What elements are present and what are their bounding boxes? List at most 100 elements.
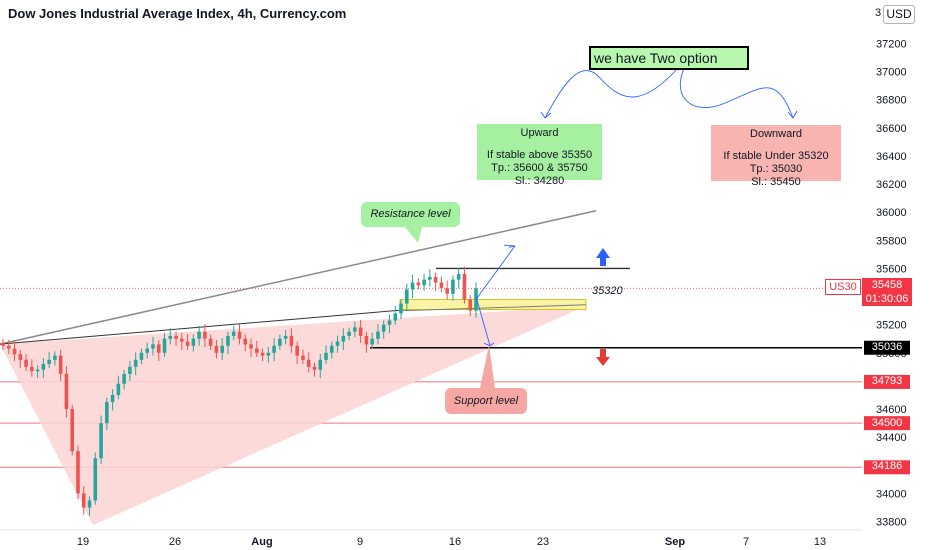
downward-projection-arrowhead bbox=[483, 342, 495, 347]
x-tick-label: 9 bbox=[357, 536, 363, 548]
downward-projection-arrow bbox=[475, 296, 491, 346]
price-tag-bg bbox=[864, 374, 910, 389]
overlays bbox=[475, 59, 798, 366]
candle-body bbox=[93, 458, 98, 501]
candle-body bbox=[393, 313, 398, 321]
candle-body bbox=[376, 331, 380, 339]
candle-body bbox=[243, 338, 248, 345]
candle-body bbox=[180, 338, 184, 342]
x-axis: 19 26 Aug 9 16 23 Sep 7 13 bbox=[0, 529, 862, 548]
y-tick-label: 36400 bbox=[876, 151, 907, 163]
upward-title: Upward bbox=[520, 127, 559, 139]
y-tick-label: 36800 bbox=[876, 95, 907, 107]
countdown-value: 01:30:06 bbox=[865, 293, 909, 305]
candle-body bbox=[1, 342, 5, 346]
candle-body bbox=[260, 352, 265, 356]
candle-body bbox=[341, 335, 346, 342]
symbol-tag: US30 bbox=[825, 279, 861, 295]
candle-body bbox=[139, 352, 144, 360]
candle-body bbox=[237, 331, 242, 339]
drawings bbox=[0, 210, 862, 525]
candle-body bbox=[468, 299, 473, 311]
candle-body bbox=[70, 409, 75, 452]
currency-button[interactable]: USD bbox=[883, 5, 915, 24]
y-tick-label: 34000 bbox=[876, 488, 907, 500]
candle-body bbox=[87, 500, 92, 508]
candle-body bbox=[174, 335, 178, 339]
y-tick-label: 35800 bbox=[876, 235, 907, 247]
candle-body bbox=[439, 282, 444, 289]
y-axis-panel bbox=[862, 0, 932, 550]
downward-line-3: Sl.: 35450 bbox=[751, 176, 801, 188]
candle-body bbox=[203, 331, 207, 339]
price-tag-bg bbox=[864, 340, 910, 355]
candle-body bbox=[364, 335, 369, 345]
resistance-trendline bbox=[0, 210, 597, 345]
candle-body bbox=[122, 373, 126, 384]
y-tick-label: 33800 bbox=[876, 517, 907, 529]
price-tag-34500: 34500 bbox=[871, 417, 903, 429]
candle-body bbox=[162, 338, 167, 353]
y-tick-top-partial: 3 bbox=[875, 7, 882, 19]
downward-line-1: If stable Under 35320 bbox=[723, 150, 829, 162]
y-tick-label: 35200 bbox=[876, 320, 907, 332]
candle-body bbox=[214, 345, 219, 353]
y-tick-label: 36600 bbox=[876, 123, 907, 135]
candle-body bbox=[99, 423, 103, 459]
x-tick-label: 19 bbox=[77, 536, 89, 548]
candle-body bbox=[433, 276, 438, 283]
candle-body bbox=[58, 355, 63, 374]
candle-body bbox=[208, 338, 213, 346]
candle-body bbox=[249, 344, 253, 349]
x-tick-label: 13 bbox=[814, 536, 826, 548]
resistance-pointer bbox=[405, 227, 422, 243]
y-axis: 3380034000342003440034600348003500035200… bbox=[862, 0, 932, 550]
upward-line-2: Tp.: 35600 & 35750 bbox=[491, 162, 588, 174]
current-price-value: 35458 bbox=[871, 279, 903, 291]
candle-body bbox=[47, 359, 51, 365]
y-tick-label: 37000 bbox=[876, 67, 907, 79]
candle-body bbox=[64, 373, 69, 410]
level-35320-line bbox=[399, 304, 587, 312]
candle-body bbox=[445, 288, 449, 294]
y-tick-label: 35600 bbox=[876, 263, 907, 275]
candle-body bbox=[30, 366, 34, 372]
candle-body bbox=[312, 366, 317, 370]
candle-body bbox=[353, 327, 357, 332]
candle-body bbox=[301, 355, 305, 360]
candle-body bbox=[451, 279, 455, 294]
candle-body bbox=[116, 383, 121, 396]
up-arrow-icon bbox=[596, 248, 610, 266]
price-tag-34793: 34793 bbox=[871, 375, 903, 387]
candle-body bbox=[35, 369, 40, 372]
candle-body bbox=[462, 274, 467, 300]
option-label-box: we have Two option bbox=[589, 46, 749, 70]
candle-body bbox=[474, 288, 478, 311]
candle-body bbox=[255, 348, 259, 353]
candle-body bbox=[422, 279, 426, 286]
candle-body bbox=[329, 345, 334, 353]
y-tick-label: 34400 bbox=[876, 432, 907, 444]
candle-body bbox=[76, 451, 80, 494]
candle-body bbox=[18, 354, 23, 360]
level-35320-label: 35320 bbox=[592, 285, 623, 297]
candle-body bbox=[81, 493, 86, 508]
connector-upward-arrowhead bbox=[540, 111, 552, 119]
resistance-label: Resistance level bbox=[361, 202, 460, 227]
upward-projection-arrow bbox=[475, 245, 516, 300]
x-tick-label: Aug bbox=[251, 536, 272, 548]
upward-line-3: Sl.: 34280 bbox=[514, 175, 565, 187]
candle-body bbox=[185, 341, 190, 346]
candle-body bbox=[191, 338, 196, 346]
x-tick-label: 7 bbox=[743, 536, 749, 548]
connector-upward bbox=[544, 67, 679, 119]
candle-body bbox=[151, 344, 155, 349]
candle-body bbox=[278, 338, 282, 346]
support-label: Support level bbox=[445, 388, 527, 414]
candle-body bbox=[370, 338, 374, 345]
x-tick-label: 23 bbox=[537, 536, 549, 548]
candle-body bbox=[456, 274, 461, 280]
candle-body bbox=[6, 345, 11, 349]
x-tick-label: 26 bbox=[169, 536, 181, 548]
